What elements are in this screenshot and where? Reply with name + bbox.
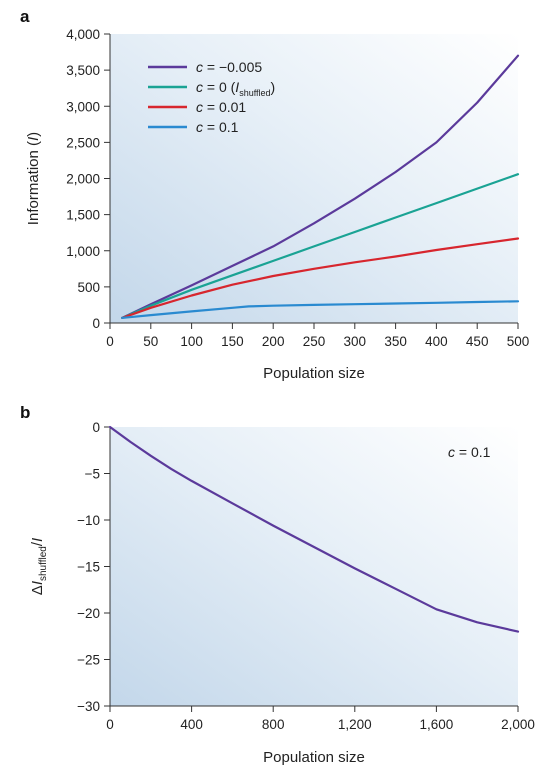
x-tick-label: 450	[466, 334, 489, 349]
legend-entry: c = 0.01	[196, 99, 246, 115]
y-tick-label: 1,500	[66, 208, 100, 223]
y-tick-label: 0	[92, 420, 100, 435]
series-line-0	[121, 54, 520, 319]
chart-panel-a: 0 500 1,000 1,500 2,000 2,500 3,000 3,500 4,000 0…	[20, 7, 529, 382]
x-tick-label: 150	[221, 334, 244, 349]
x-tick-label: 400	[425, 334, 448, 349]
panel-label: a	[20, 7, 30, 26]
x-tick-label: 300	[344, 334, 367, 349]
y-tick-label: −10	[77, 513, 100, 528]
y-tick-label: 4,000	[66, 27, 100, 42]
x-axis-label: Population size	[263, 749, 365, 766]
y-tick-label: −30	[77, 699, 100, 714]
plot-area	[110, 34, 518, 323]
y-tick-label: −15	[77, 560, 100, 575]
series-line-1	[121, 173, 520, 319]
y-tick-label: 2,000	[66, 172, 100, 187]
x-tick-label: 500	[507, 334, 530, 349]
y-tick-label: 3,000	[66, 99, 100, 114]
x-tick-label: 1,200	[338, 717, 372, 732]
x-tick-label: 2,000	[501, 717, 535, 732]
x-axis-label: Population size	[263, 365, 365, 382]
y-axis-label: Information (I)	[25, 132, 42, 225]
legend-entry: c = −0.005	[196, 59, 262, 75]
x-tick-label: 800	[262, 717, 285, 732]
series-line-3	[121, 300, 520, 319]
annotation-c-value: c = 0.1	[448, 444, 491, 460]
y-tick-label: 2,500	[66, 135, 100, 150]
legend-entry: c = 0 (Ishuffled)	[196, 79, 275, 98]
panel-label: b	[20, 403, 30, 422]
y-tick-label: −25	[77, 653, 100, 668]
y-tick-label: 3,500	[66, 63, 100, 78]
y-tick-label: −5	[85, 467, 100, 482]
series-line-2	[121, 237, 520, 319]
x-tick-label: 350	[384, 334, 407, 349]
x-tick-label: 100	[180, 334, 203, 349]
y-tick-label: −20	[77, 606, 100, 621]
x-tick-label: 0	[106, 334, 114, 349]
x-tick-label: 250	[303, 334, 326, 349]
x-tick-label: 400	[180, 717, 203, 732]
y-tick-label: 500	[77, 280, 100, 295]
legend: c = −0.005 c = 0 (Ishuffled)c = 0.01 c = 0…	[148, 59, 275, 135]
x-tick-label: 1,600	[420, 717, 454, 732]
chart-panel-b: 0 −5 −10 −15 −20 −25 −30 0 400 800 1,200 1,600 2,000…	[20, 403, 535, 766]
x-tick-label: 50	[143, 334, 158, 349]
x-tick-label: 0	[106, 717, 114, 732]
legend-entry: c = 0.1	[196, 119, 239, 135]
series-line-0	[108, 425, 520, 633]
y-tick-label: 1,000	[66, 244, 100, 259]
y-axis-label: ΔIshuffled/I	[29, 538, 49, 595]
y-tick-label: 0	[92, 316, 100, 331]
x-tick-label: 200	[262, 334, 285, 349]
